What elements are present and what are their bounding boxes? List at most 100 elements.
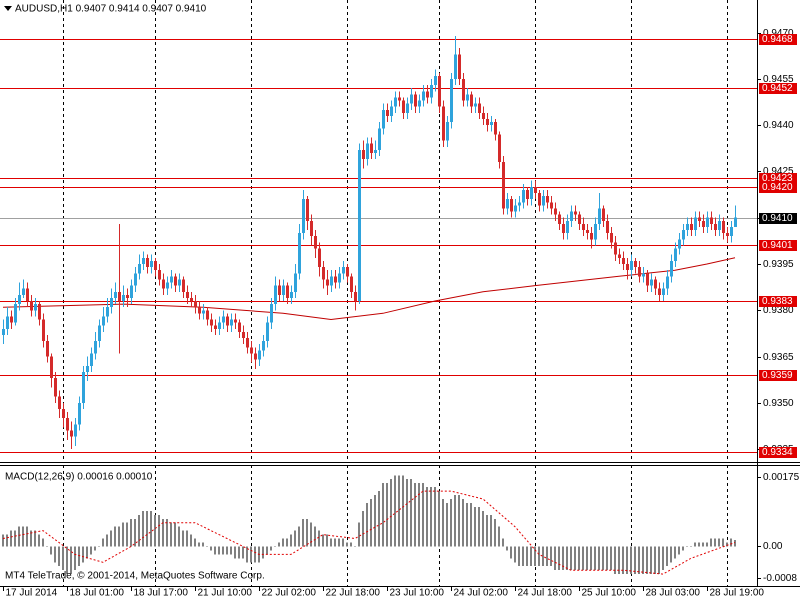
macd-bar xyxy=(442,499,444,547)
candle-body xyxy=(566,220,569,234)
macd-bar xyxy=(102,538,104,547)
macd-bar xyxy=(246,546,248,563)
macd-bar xyxy=(238,546,240,559)
candle-body xyxy=(358,149,361,302)
candle-body xyxy=(62,408,65,419)
macd-bar xyxy=(178,526,180,547)
macd-bar xyxy=(642,546,644,575)
copyright: MT4 TeleTrade, © 2001-2014, MetaQuotes S… xyxy=(5,571,265,582)
candle-body xyxy=(230,319,233,326)
candle-body xyxy=(70,430,73,437)
macd-bar xyxy=(378,491,380,547)
macd-bar xyxy=(706,542,708,547)
macd-bar xyxy=(458,495,460,547)
macd-bar xyxy=(450,499,452,547)
candle-body xyxy=(646,273,649,286)
candle-body xyxy=(306,199,309,221)
macd-bar xyxy=(582,546,584,571)
macd-bar xyxy=(58,546,60,567)
macd-bar xyxy=(394,475,396,547)
candle-body xyxy=(138,264,141,274)
candle-body xyxy=(522,189,525,203)
last-price-box xyxy=(759,213,797,224)
macd-bar xyxy=(22,526,24,547)
macd-bar xyxy=(638,546,640,575)
candle-body xyxy=(258,350,261,360)
macd-bar xyxy=(274,546,276,547)
candle-body xyxy=(26,288,29,302)
macd-bar xyxy=(726,542,728,547)
macd-bar xyxy=(50,546,52,555)
candle-body xyxy=(458,54,461,79)
y-tick-label: 0.9365 xyxy=(763,352,794,363)
candle-body xyxy=(270,304,273,323)
candle-body xyxy=(246,338,249,348)
candle-body xyxy=(182,279,185,292)
y-tick-label: 0.00 xyxy=(763,541,783,552)
level-label: 0.9420 xyxy=(762,182,793,193)
macd-bar xyxy=(66,546,68,575)
candle-body xyxy=(82,371,85,403)
candle-body xyxy=(178,279,181,286)
macd-bar xyxy=(494,518,496,547)
candle-body xyxy=(722,220,725,234)
macd-bar xyxy=(650,546,652,575)
candle-body xyxy=(322,267,325,280)
macd-bar xyxy=(146,510,148,547)
candle-body xyxy=(6,316,9,329)
candle-body xyxy=(678,239,681,249)
candle-body xyxy=(238,322,241,332)
candle-body xyxy=(110,297,113,308)
candle-body xyxy=(22,288,25,295)
macd-bar xyxy=(162,518,164,547)
candle-body xyxy=(286,285,289,298)
candle-body xyxy=(446,122,449,141)
macd-bar xyxy=(206,546,208,547)
candle-body xyxy=(498,134,501,163)
candle-body xyxy=(530,186,533,200)
macd-bar xyxy=(670,546,672,563)
macd-bar xyxy=(382,483,384,547)
candle-body xyxy=(442,106,445,141)
macd-bar xyxy=(26,526,28,547)
candle-body xyxy=(426,91,429,98)
candle-body xyxy=(42,319,45,342)
menu-triangle[interactable] xyxy=(4,6,12,11)
macd-bar xyxy=(110,530,112,547)
macd-bar xyxy=(486,514,488,547)
candle-body xyxy=(518,202,521,206)
candle-body xyxy=(494,122,497,135)
candle-body xyxy=(598,208,601,224)
macd-bar xyxy=(558,546,560,571)
macd-bar xyxy=(570,546,572,571)
macd-bar xyxy=(374,495,376,547)
candle-body xyxy=(554,208,557,215)
candle-body xyxy=(2,328,5,335)
candle-body xyxy=(418,100,421,107)
macd-bar xyxy=(430,487,432,547)
candle-body xyxy=(626,264,629,271)
macd-bar xyxy=(318,530,320,547)
candle-body xyxy=(34,304,37,311)
candle-body xyxy=(202,310,205,314)
macd-bar xyxy=(310,522,312,547)
macd-bar xyxy=(398,475,400,547)
candle-body xyxy=(206,310,209,320)
macd-bar xyxy=(6,534,8,547)
candle-body xyxy=(150,260,153,268)
macd-bar xyxy=(578,546,580,571)
candle-body xyxy=(414,94,417,107)
macd-bar xyxy=(682,546,684,551)
macd-bar xyxy=(614,546,616,575)
candle-body xyxy=(186,291,189,298)
macd-bar xyxy=(470,502,472,547)
candle-body xyxy=(666,276,669,289)
macd-bar xyxy=(210,546,212,551)
candle-body xyxy=(86,365,89,372)
candle-body xyxy=(670,260,673,277)
candle-body xyxy=(142,257,145,264)
candle-body xyxy=(434,75,437,86)
macd-bar xyxy=(678,546,680,555)
macd-bar xyxy=(306,518,308,547)
macd-bar xyxy=(342,538,344,547)
